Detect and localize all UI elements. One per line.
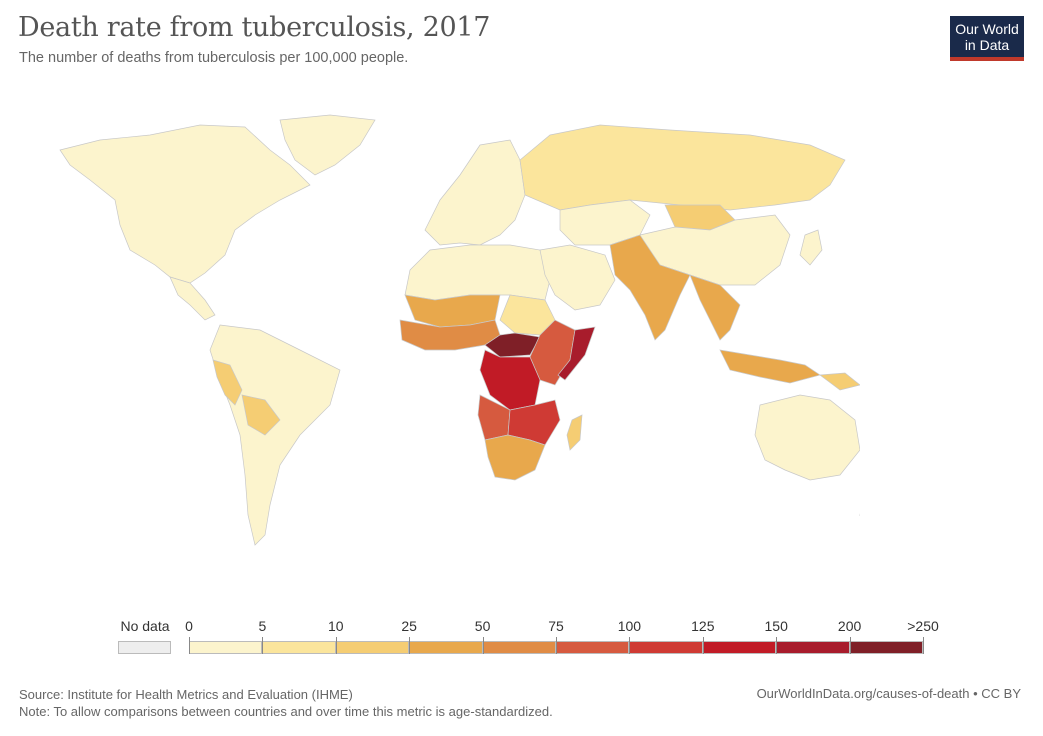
legend-tick <box>702 637 704 654</box>
legend-tick-label: 5 <box>258 618 267 634</box>
region-greenland[interactable] <box>279 114 376 176</box>
legend-bin-6[interactable] <box>629 641 703 654</box>
legend-bin-3[interactable] <box>409 641 483 654</box>
legend-tick-label: 150 <box>764 618 788 634</box>
owid-logo[interactable]: Our World in Data <box>950 16 1024 61</box>
logo-line-1: Our World <box>955 21 1019 37</box>
legend-bin-8[interactable] <box>776 641 850 654</box>
legend-tick <box>923 637 924 654</box>
no-data-label: No data <box>120 618 170 634</box>
region-indonesia[interactable] <box>719 349 821 384</box>
legend-tick-label: 125 <box>691 618 715 634</box>
legend-tick <box>335 637 337 654</box>
legend-bin-1[interactable] <box>262 641 336 654</box>
no-data-swatch <box>118 641 171 654</box>
legend-bin-9[interactable] <box>849 641 923 654</box>
legend-tick-label: 75 <box>548 618 564 634</box>
legend-tick <box>776 637 778 654</box>
legend-tick-label: 50 <box>474 618 491 634</box>
chart-title: Death rate from tuberculosis, 2017 <box>18 12 491 43</box>
region-australia[interactable] <box>754 394 860 481</box>
legend-tick-label: 100 <box>617 618 642 634</box>
region-north-africa[interactable] <box>404 244 551 301</box>
legend-tick <box>629 637 631 654</box>
legend-tick <box>482 637 484 654</box>
legend-tick <box>556 637 557 654</box>
region-europe[interactable] <box>424 139 526 246</box>
region-japan[interactable] <box>799 229 823 266</box>
legend-bin-0[interactable] <box>189 641 263 654</box>
region-south-asia[interactable] <box>609 234 691 341</box>
region-southern-africa[interactable] <box>484 434 546 481</box>
region-north-america[interactable] <box>59 124 311 284</box>
note-text: Note: To allow comparisons between count… <box>19 704 553 719</box>
legend-bin-5[interactable] <box>556 641 630 654</box>
footer-source: Source: Institute for Health Metrics and… <box>19 686 553 720</box>
region-somalia[interactable] <box>557 326 596 381</box>
region-madagascar[interactable] <box>566 414 583 451</box>
legend-tick-label: 0 <box>185 618 193 634</box>
region-russia[interactable] <box>519 124 846 211</box>
legend-tick <box>262 637 264 654</box>
region-middle-east[interactable] <box>539 244 616 311</box>
legend-tick <box>189 637 190 654</box>
world-map[interactable] <box>30 105 860 555</box>
legend-tick-label: 200 <box>837 618 862 634</box>
region-south-america[interactable] <box>209 324 341 546</box>
legend-tick-label: 25 <box>401 618 417 634</box>
region-southeast-asia[interactable] <box>689 274 741 341</box>
region-peru[interactable] <box>212 359 243 406</box>
legend-tick-label: 10 <box>328 618 344 634</box>
color-legend: No data 0 5 10 25 50 75 100 125 150 200 >250 <box>0 610 1043 660</box>
source-text: Source: Institute for Health Metrics and… <box>19 687 353 702</box>
legend-bin-7[interactable] <box>702 641 777 654</box>
legend-tick <box>409 637 411 654</box>
legend-tick <box>849 637 851 654</box>
region-bolivia[interactable] <box>241 394 281 436</box>
chart-subtitle: The number of deaths from tuberculosis p… <box>19 50 409 66</box>
logo-line-2: in Data <box>964 37 1010 53</box>
region-central-america[interactable] <box>169 276 216 321</box>
legend-bin-4[interactable] <box>482 641 556 654</box>
legend-tick-label: >250 <box>907 618 939 634</box>
footer-url[interactable]: OurWorldInData.org/causes-of-death • CC … <box>756 686 1021 701</box>
legend-bin-2[interactable] <box>335 641 410 654</box>
region-png[interactable] <box>819 372 860 391</box>
